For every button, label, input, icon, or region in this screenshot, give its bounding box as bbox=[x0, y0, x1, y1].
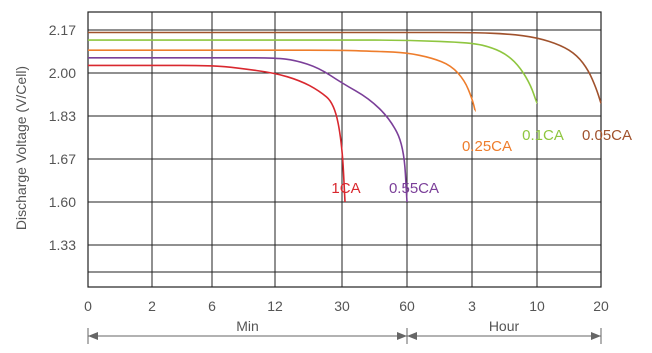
series-line-0.55CA bbox=[88, 57, 408, 203]
unit-arrow-left bbox=[88, 332, 98, 340]
y-tick-label: 1.60 bbox=[49, 194, 76, 210]
plot-frame bbox=[87, 11, 602, 288]
y-tick-label: 1.83 bbox=[49, 108, 76, 124]
x-tick-label: 60 bbox=[399, 298, 415, 314]
unit-arrow-left bbox=[407, 332, 417, 340]
x-tick-label: 3 bbox=[468, 298, 476, 314]
series-label-0.55CA: 0.55CA bbox=[389, 180, 439, 197]
series-line-0.25CA bbox=[87, 49, 476, 112]
y-tick-label: 2.17 bbox=[49, 22, 76, 38]
x-tick-label: 30 bbox=[334, 298, 350, 314]
y-tick-label: 1.33 bbox=[49, 237, 76, 253]
unit-arrow-right bbox=[397, 332, 407, 340]
labels: 0 2 6 12 30 60 3 10 20 2.17 2.00 1.83 1.67 1.60 1.33 1C… bbox=[49, 22, 632, 334]
x-tick-label: 10 bbox=[529, 298, 545, 314]
x-tick-label: 0 bbox=[84, 298, 92, 314]
unit-arrow-right bbox=[591, 332, 601, 340]
series-line-1CA bbox=[88, 64, 346, 203]
curves bbox=[87, 31, 602, 203]
x-tick-label: 12 bbox=[267, 298, 283, 314]
series-label-0.1CA: 0.1CA bbox=[522, 127, 564, 144]
unit-label-hour: Hour bbox=[489, 318, 520, 334]
y-axis-label: Discharge Voltage (V/Cell) bbox=[13, 66, 29, 230]
series-label-1CA: 1CA bbox=[331, 180, 360, 197]
y-tick-label: 1.67 bbox=[49, 151, 76, 167]
x-tick-label: 20 bbox=[593, 298, 609, 314]
series-label-0.05CA: 0.05CA bbox=[582, 127, 632, 144]
series-line-0.05CA bbox=[88, 31, 602, 104]
y-tick-label: 2.00 bbox=[49, 65, 76, 81]
x-tick-label: 2 bbox=[148, 298, 156, 314]
unit-label-min: Min bbox=[236, 318, 259, 334]
series-label-0.25CA: 0.25CA bbox=[462, 138, 512, 155]
series-line-0.1CA bbox=[88, 39, 538, 105]
x-tick-label: 6 bbox=[208, 298, 216, 314]
